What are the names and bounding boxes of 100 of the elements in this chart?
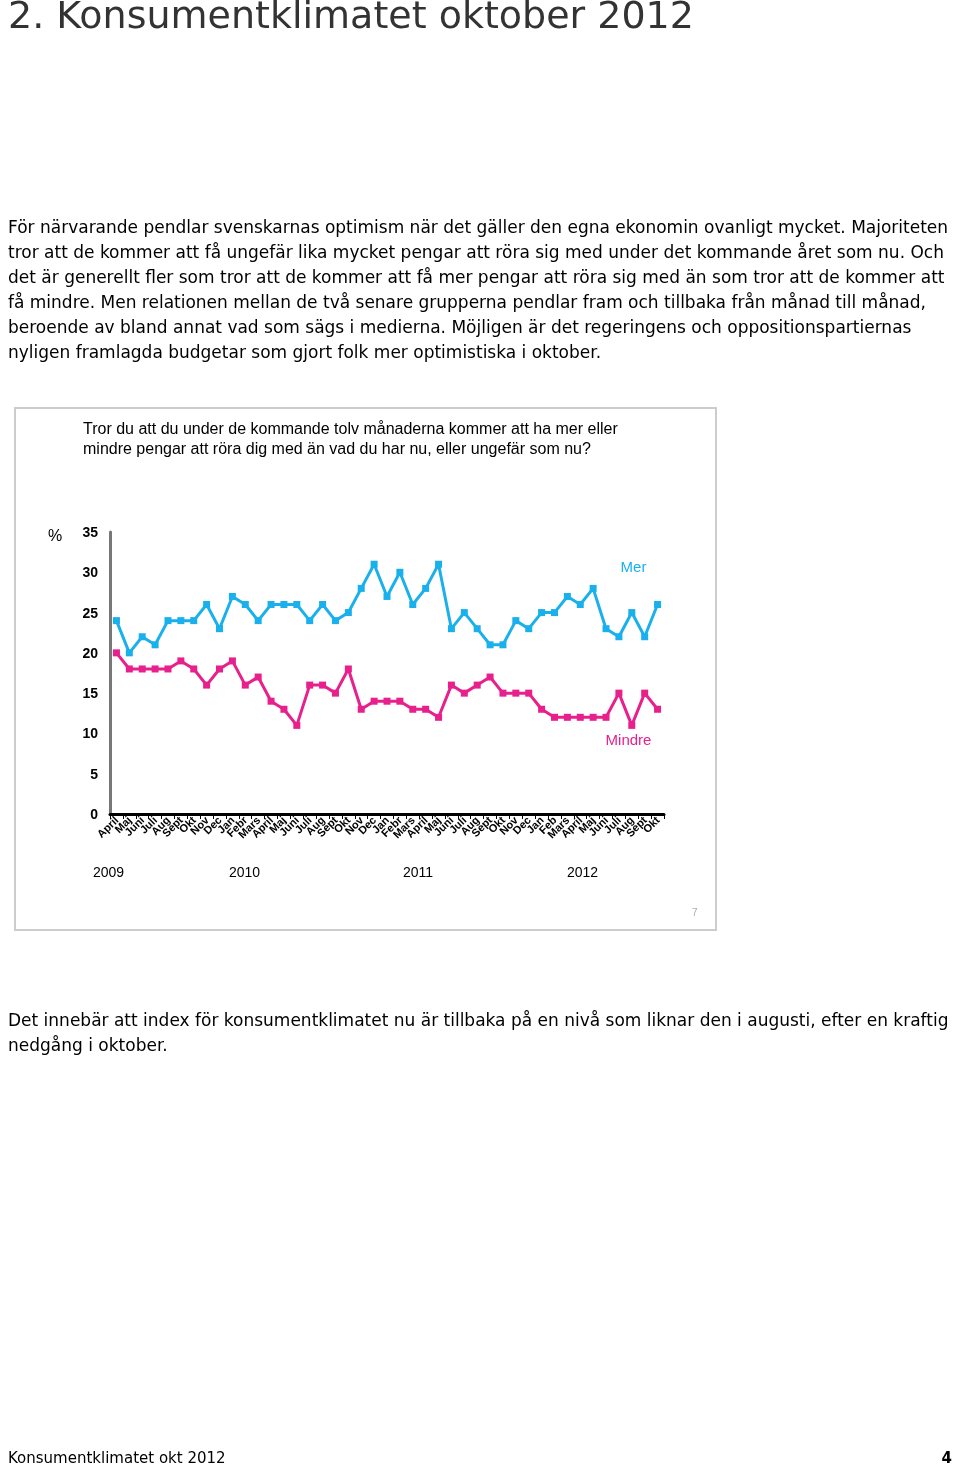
point xyxy=(576,713,584,721)
point xyxy=(473,681,481,689)
point xyxy=(138,665,146,673)
series-label: Mer xyxy=(620,558,647,576)
point xyxy=(409,705,417,713)
point xyxy=(641,689,649,697)
point xyxy=(499,689,507,697)
text: Det innebär att index för konsumentklimatet nu är tillbaka på en nivå som liknar den i augusti, efter en kraftig nedgång i oktober. xyxy=(8,1009,950,1057)
point xyxy=(602,713,610,721)
point xyxy=(190,665,198,673)
point xyxy=(422,705,430,713)
point xyxy=(267,697,275,705)
point xyxy=(164,617,172,625)
point xyxy=(563,592,571,600)
point xyxy=(177,657,185,665)
point xyxy=(241,601,249,609)
point xyxy=(216,625,224,633)
point xyxy=(525,625,533,633)
point xyxy=(538,705,546,713)
y-tick-label: 5 xyxy=(90,765,99,782)
point xyxy=(654,705,662,713)
text: 2011 xyxy=(403,864,434,880)
point xyxy=(306,681,314,689)
point xyxy=(460,689,468,697)
point xyxy=(589,713,597,721)
point xyxy=(538,609,546,617)
y-tick-label: 0 xyxy=(90,806,99,822)
point xyxy=(396,568,404,576)
point xyxy=(112,649,120,657)
point xyxy=(499,641,507,649)
point xyxy=(293,721,301,729)
y-tick-label: 25 xyxy=(82,604,99,621)
point xyxy=(435,713,443,721)
point xyxy=(228,657,236,665)
point xyxy=(422,584,430,592)
point xyxy=(525,689,533,697)
point xyxy=(164,665,172,673)
text: 7 xyxy=(692,906,698,918)
point xyxy=(177,617,185,625)
point xyxy=(435,560,443,568)
point xyxy=(628,609,636,617)
text: 2012 xyxy=(567,864,599,880)
point xyxy=(228,592,236,600)
point xyxy=(589,584,597,592)
point xyxy=(138,633,146,641)
point xyxy=(486,641,494,649)
point xyxy=(641,633,649,641)
point xyxy=(550,609,558,617)
point xyxy=(203,681,211,689)
point xyxy=(370,560,378,568)
point xyxy=(331,617,339,625)
point xyxy=(628,721,636,729)
point xyxy=(280,601,288,609)
point xyxy=(344,665,352,673)
point xyxy=(151,665,159,673)
point xyxy=(254,673,262,681)
point xyxy=(112,617,120,625)
point xyxy=(615,689,623,697)
point xyxy=(473,625,481,633)
point xyxy=(190,617,198,625)
point xyxy=(563,713,571,721)
point xyxy=(319,601,327,609)
point xyxy=(319,681,327,689)
point xyxy=(654,601,662,609)
point xyxy=(216,665,224,673)
point xyxy=(602,625,610,633)
text: 2009 xyxy=(93,864,125,880)
point xyxy=(383,592,391,600)
y-tick-label: 30 xyxy=(82,564,99,581)
point xyxy=(550,713,558,721)
y-tick-label: 35 xyxy=(82,524,99,540)
point xyxy=(357,584,365,592)
point xyxy=(280,705,288,713)
y-axis-title: % xyxy=(48,526,63,544)
point xyxy=(125,665,133,673)
point xyxy=(383,697,391,705)
point xyxy=(409,601,417,609)
point xyxy=(615,633,623,641)
point xyxy=(293,601,301,609)
point xyxy=(344,609,352,617)
text: 4 xyxy=(941,1449,952,1467)
point xyxy=(512,689,520,697)
chart-title: Tror du att du under de kommande tolv månaderna kommer att ha mer eller mindre pengar att röra dig med än vad du har nu, eller ungefär som nu? xyxy=(83,419,619,457)
point xyxy=(306,617,314,625)
point xyxy=(396,697,404,705)
point xyxy=(125,649,133,657)
text: Konsumentklimatet okt 2012 xyxy=(8,1449,226,1467)
point xyxy=(447,625,455,633)
text: 2010 xyxy=(229,864,261,880)
point xyxy=(267,601,275,609)
series-label: Mindre xyxy=(605,730,652,748)
point xyxy=(512,617,520,625)
point xyxy=(203,601,211,609)
point xyxy=(370,697,378,705)
point xyxy=(357,705,365,713)
point xyxy=(151,641,159,649)
y-tick-label: 15 xyxy=(82,685,99,702)
point xyxy=(331,689,339,697)
point xyxy=(486,673,494,681)
point xyxy=(460,609,468,617)
